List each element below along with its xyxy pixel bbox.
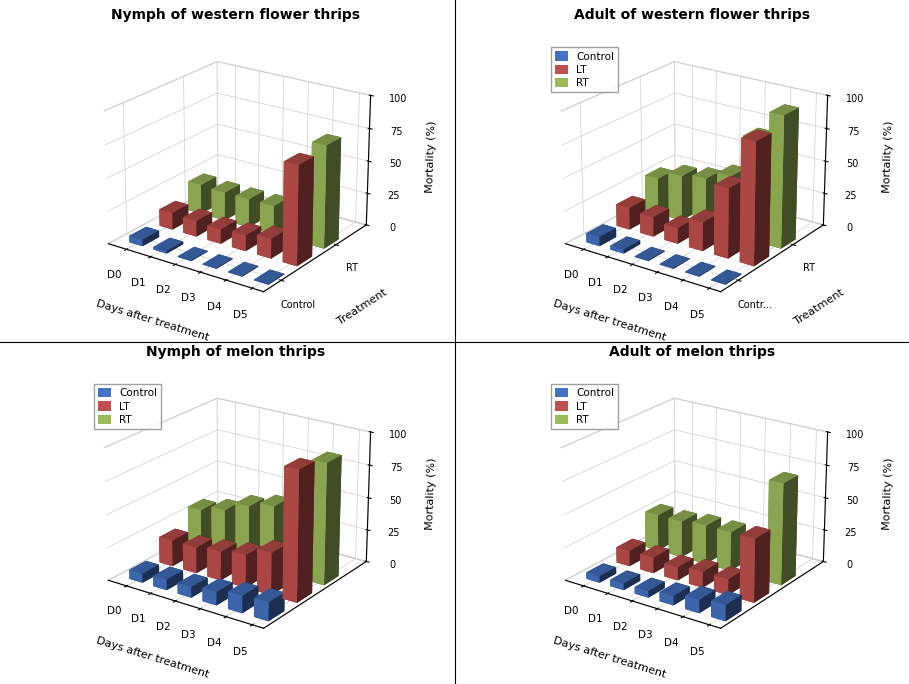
Legend: Control, LT, RT: Control, LT, RT — [551, 47, 618, 92]
Title: Adult of melon thrips: Adult of melon thrips — [609, 345, 775, 358]
X-axis label: Days after treatment: Days after treatment — [95, 635, 210, 679]
Legend: Control, LT, RT: Control, LT, RT — [551, 384, 618, 429]
Y-axis label: Treatment: Treatment — [794, 287, 846, 327]
Title: Nymph of melon thrips: Nymph of melon thrips — [145, 345, 325, 358]
Legend: Control, LT, RT: Control, LT, RT — [94, 384, 161, 429]
Y-axis label: Treatment: Treatment — [336, 287, 389, 327]
Title: Adult of western flower thrips: Adult of western flower thrips — [574, 8, 810, 22]
Title: Nymph of western flower thrips: Nymph of western flower thrips — [111, 8, 360, 22]
X-axis label: Days after treatment: Days after treatment — [95, 298, 210, 343]
X-axis label: Days after treatment: Days after treatment — [552, 298, 667, 343]
X-axis label: Days after treatment: Days after treatment — [552, 635, 667, 679]
